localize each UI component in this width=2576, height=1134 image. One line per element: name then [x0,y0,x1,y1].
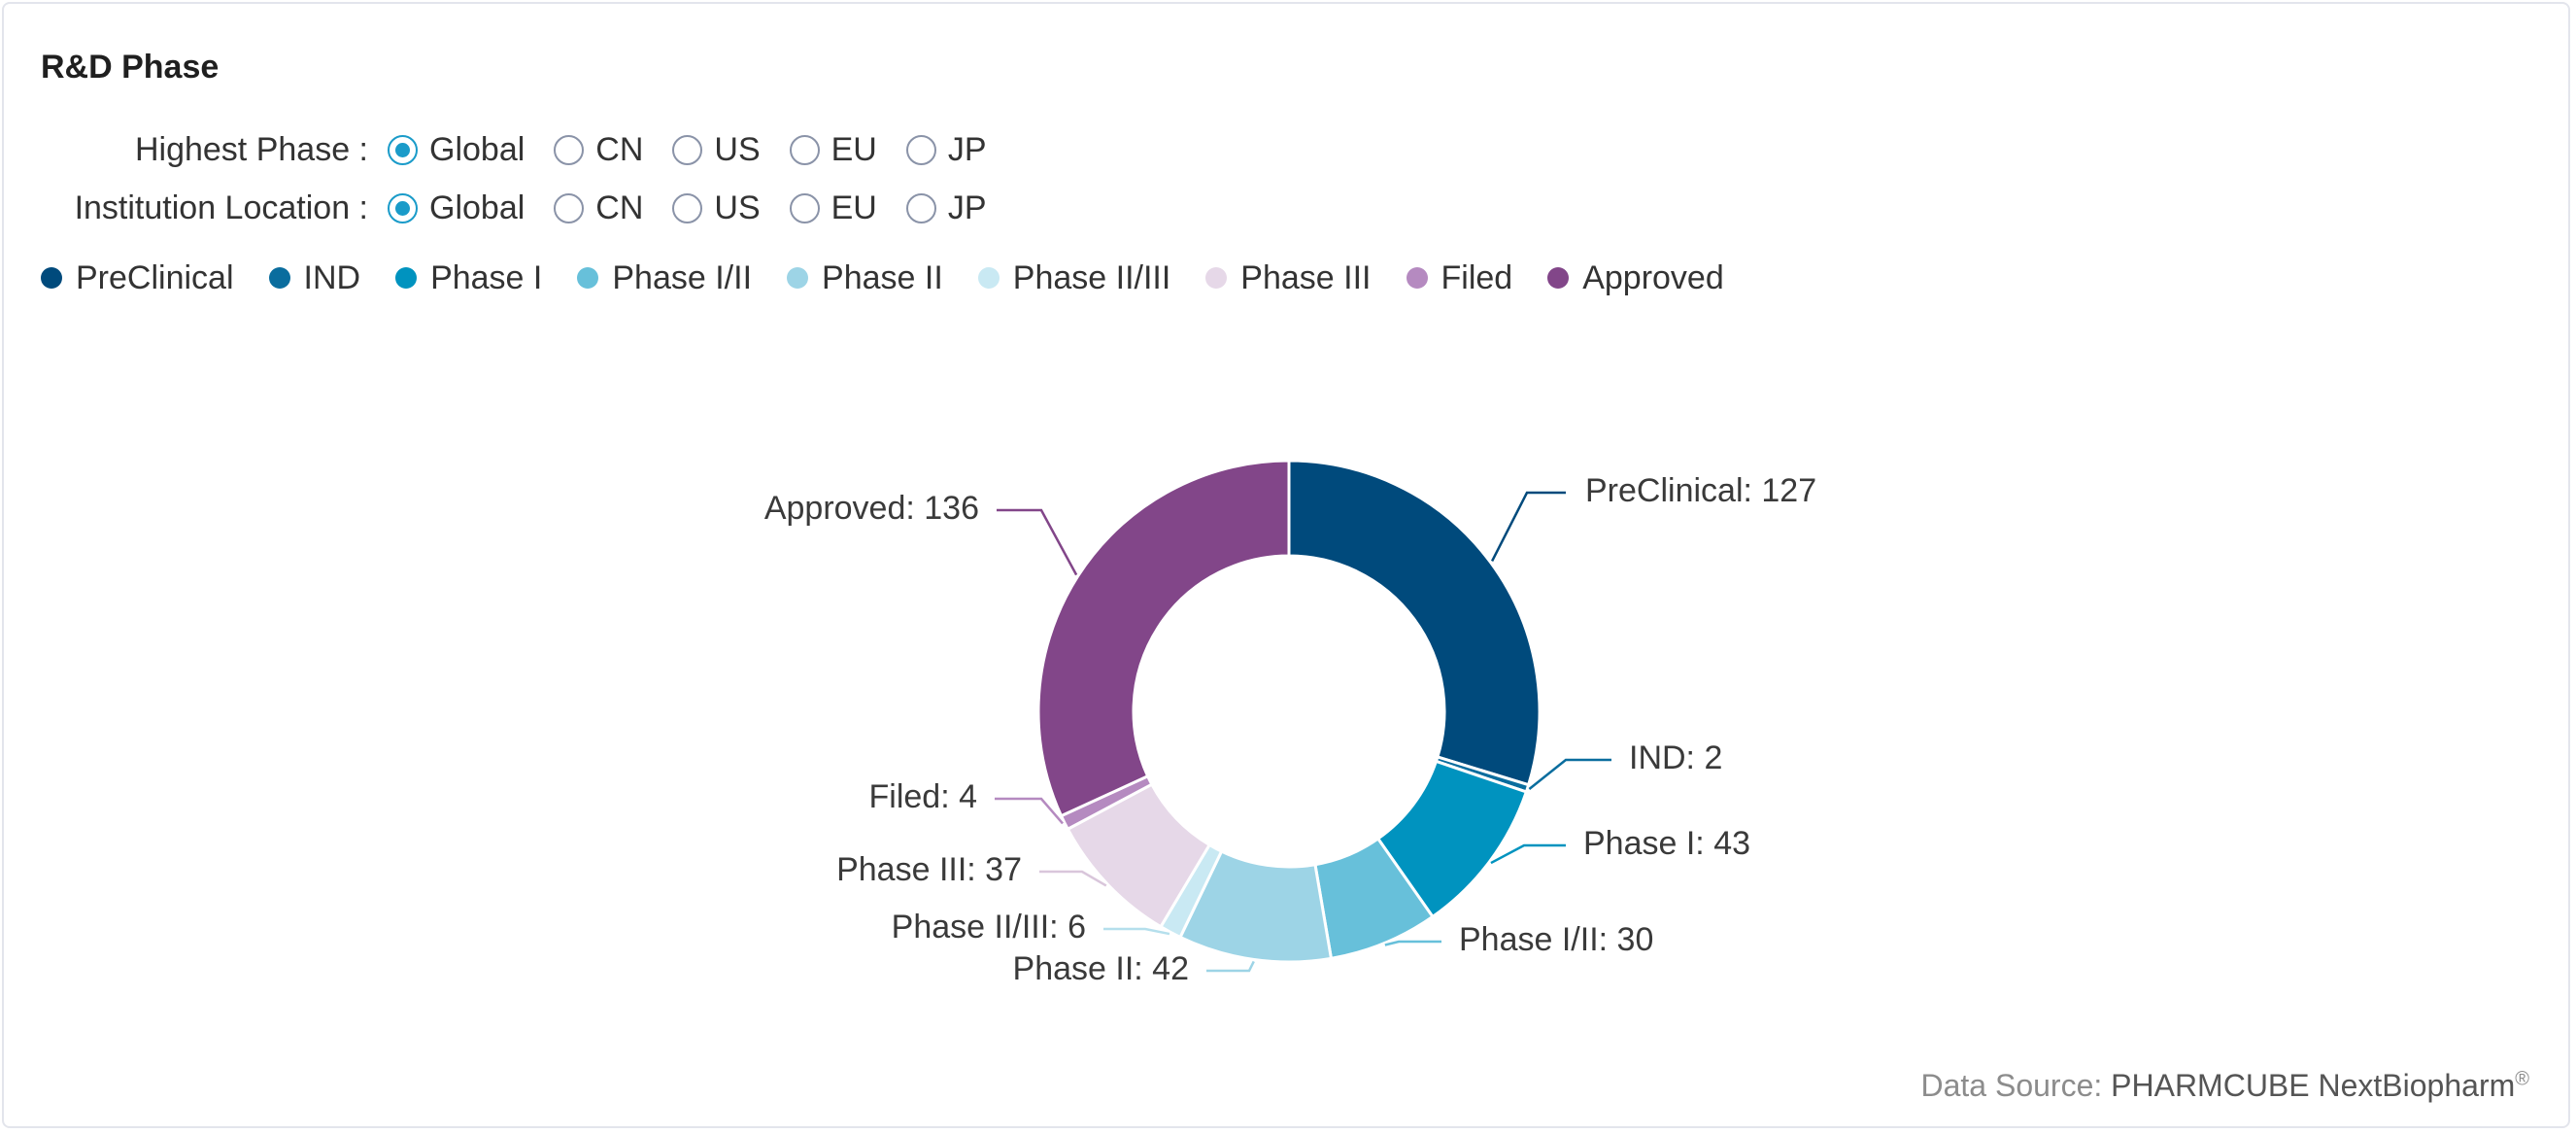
slice-label: PreClinical: 127 [1585,472,1816,509]
donut-slice[interactable] [1287,459,1542,787]
legend-label: Phase II/III [1012,258,1171,296]
radio-option-global[interactable]: Global [388,189,525,227]
legend-label: Filed [1441,258,1513,296]
chart-legend: PreClinical IND Phase I Phase I/II Phase II P… [41,255,1759,301]
label-leader-line [1103,927,1170,936]
radio-label: JP [947,189,987,226]
legend-label: Phase I/II [612,258,753,296]
filter-label: Highest Phase : [134,130,368,168]
legend-item[interactable]: Approved [1547,259,1724,297]
radio-label: JP [947,130,987,168]
radio-label: Global [429,130,525,168]
legend-dot-icon [395,267,418,289]
label-leader-line [997,508,1078,576]
radio-icon[interactable] [388,192,418,223]
legend-dot-icon [577,267,599,289]
radio-option-cn[interactable]: CN [554,131,643,169]
radio-option-global[interactable]: Global [388,131,525,169]
legend-dot-icon [268,267,290,289]
data-source-label: Data Source: [1920,1068,2103,1103]
slice-label: Phase I: 43 [1583,825,1750,862]
radio-icon[interactable] [388,134,418,165]
institution-location-filter: Institution Location : Global CN US EU JP [4,185,1016,231]
legend-item[interactable]: PreClinical [41,259,234,297]
slice-label: Phase II: 42 [1013,950,1189,987]
legend-label: PreClinical [76,258,234,296]
donut-chart: PreClinical: 127 IND: 2 Phase I: 43 Phase I… [764,459,1816,987]
radio-icon[interactable] [554,134,585,165]
legend-item[interactable]: Phase II [787,259,943,297]
legend-item[interactable]: Phase II/III [977,258,1171,297]
legend-label: IND [303,258,361,296]
legend-item[interactable]: Filed [1406,258,1513,297]
radio-icon[interactable] [672,134,703,165]
label-leader-line [1490,843,1566,865]
label-leader-line [1490,491,1566,563]
slice-label: Phase III: 37 [836,851,1022,888]
radio-icon[interactable] [905,192,936,223]
label-leader-line [995,797,1064,825]
radio-option-cn[interactable]: CN [554,189,643,227]
legend-label: Phase II [822,258,943,296]
slice-label: Filed: 4 [869,778,978,815]
legend-dot-icon [787,267,809,289]
filter-label: Institution Location : [74,189,368,226]
radio-icon[interactable] [554,192,585,223]
radio-option-us[interactable]: US [672,130,761,169]
chart-title: R&D Phase [41,49,220,86]
radio-label: Global [429,189,525,226]
radio-option-jp[interactable]: JP [905,189,987,227]
donut-slice[interactable] [1036,459,1291,818]
radio-label: CN [595,189,644,226]
slice-label: IND: 2 [1629,739,1722,776]
radio-option-jp[interactable]: JP [905,130,987,169]
label-leader-line [1039,870,1107,887]
legend-dot-icon [977,267,1000,289]
radio-option-us[interactable]: US [672,189,761,227]
legend-label: Approved [1582,258,1724,296]
radio-option-eu[interactable]: EU [789,130,877,169]
radio-label: CN [595,130,644,168]
radio-label: US [714,189,761,226]
label-leader-line [1206,960,1255,973]
data-source-value: PHARMCUBE NextBiopharm [2111,1068,2516,1103]
label-leader-line [1528,758,1611,790]
radio-label: US [714,130,761,168]
radio-label: EU [830,189,877,226]
legend-dot-icon [1205,267,1228,289]
slice-label: Approved: 136 [764,490,979,527]
slice-label: Phase I/II: 30 [1459,921,1653,958]
radio-icon[interactable] [672,192,703,223]
legend-item[interactable]: Phase I [395,259,542,297]
legend-label: Phase I [430,258,543,296]
radio-icon[interactable] [789,134,820,165]
legend-dot-icon [1406,267,1428,289]
data-source: Data Source: PHARMCUBE NextBiopharm® [1920,1068,2529,1104]
label-leader-line [1384,940,1441,946]
legend-dot-icon [41,267,62,289]
legend-item[interactable]: IND [268,258,361,297]
radio-icon[interactable] [905,134,936,165]
legend-item[interactable]: Phase I/II [577,259,752,297]
radio-option-eu[interactable]: EU [789,189,877,227]
registered-mark: ® [2515,1068,2529,1090]
legend-item[interactable]: Phase III [1205,258,1372,297]
radio-label: EU [830,130,877,168]
slice-label: Phase II/III: 6 [892,909,1086,945]
highest-phase-filter: Highest Phase : Global CN US EU JP [4,126,1016,173]
radio-icon[interactable] [789,192,820,223]
legend-dot-icon [1547,267,1570,289]
legend-label: Phase III [1240,258,1372,296]
